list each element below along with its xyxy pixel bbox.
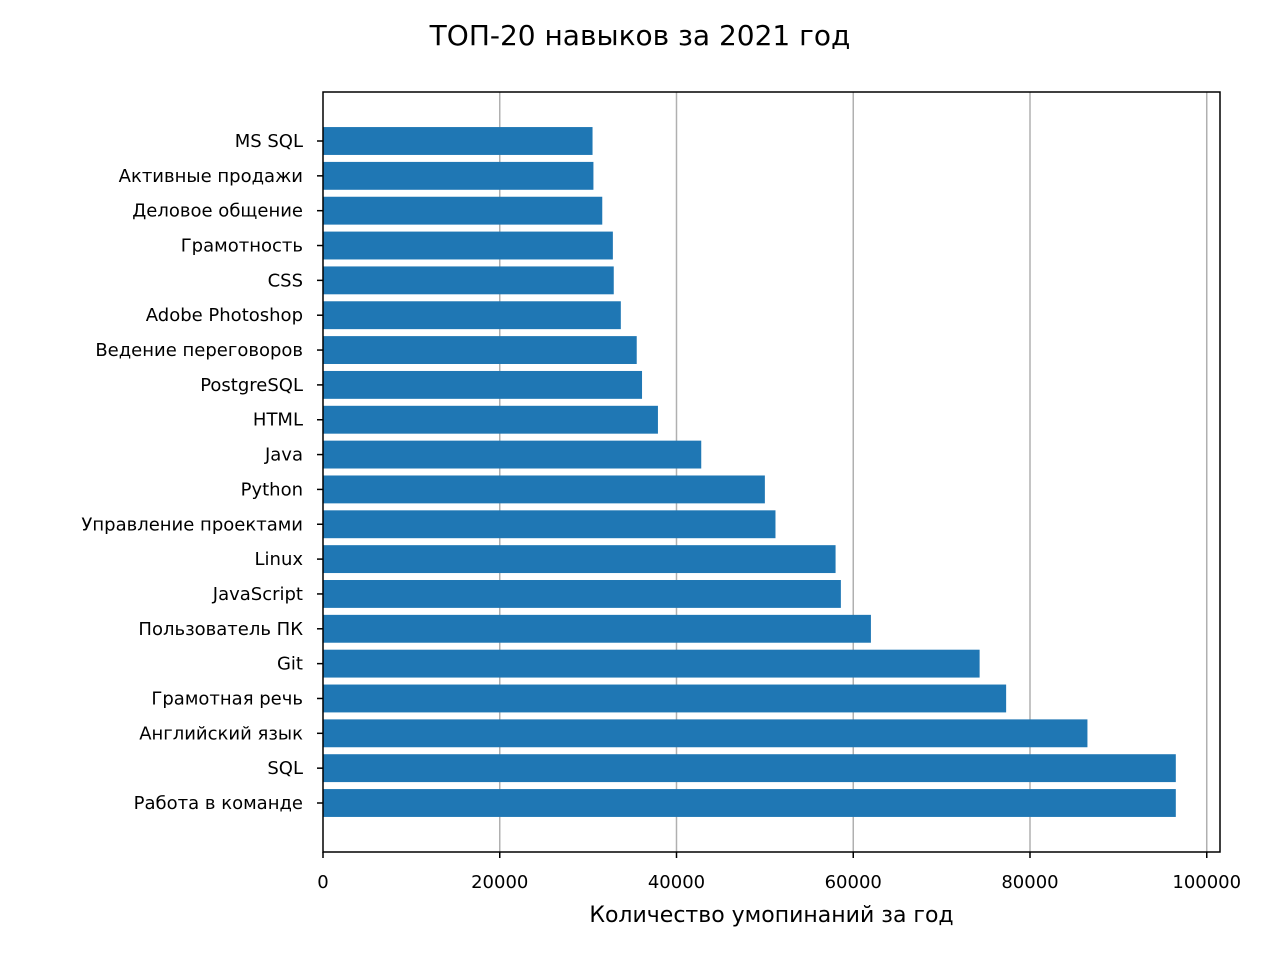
bar-13 (323, 336, 637, 364)
y-tick-label: JavaScript (212, 584, 303, 605)
y-tick-label: SQL (267, 758, 303, 779)
bar-7 (323, 545, 836, 574)
bar-15 (323, 266, 614, 295)
y-tick-label: Управление проектами (81, 514, 303, 535)
x-axis-label: Количество умопинаний за год (589, 903, 953, 928)
y-tick-label: Работа в команде (134, 793, 303, 814)
bar-12 (323, 370, 643, 399)
y-tick-label: Деловое общение (132, 201, 303, 222)
y-tick-label: Грамотная речь (151, 688, 303, 709)
x-tick-label: 0 (317, 872, 328, 893)
y-tick-label: Adobe Photoshop (146, 305, 303, 326)
bar-8 (323, 510, 776, 539)
x-tick-label: 80000 (1001, 872, 1058, 893)
bar-3 (323, 684, 1007, 713)
bar-11 (323, 405, 658, 434)
chart-title: ТОП-20 навыков за 2021 год (429, 19, 851, 52)
y-tick-label: PostgreSQL (200, 375, 303, 396)
bar-19 (323, 127, 593, 155)
y-tick-label: HTML (253, 410, 303, 431)
bar-18 (323, 161, 594, 190)
y-tick-label: MS SQL (235, 131, 303, 152)
bar-14 (323, 301, 621, 330)
y-tick-label: Linux (255, 549, 304, 570)
x-tick-label: 100000 (1172, 872, 1241, 893)
y-tick-label: CSS (268, 270, 303, 291)
bar-6 (323, 580, 841, 608)
bar-4 (323, 649, 980, 678)
y-tick-label: Грамотность (181, 236, 303, 257)
y-tick-label: Ведение переговоров (95, 340, 303, 361)
y-tick-label: Git (277, 654, 303, 675)
bar-16 (323, 231, 613, 260)
x-tick-label: 20000 (471, 872, 528, 893)
plot-frame (322, 91, 1221, 853)
x-tick-label: 60000 (825, 872, 882, 893)
y-tick-label: Python (241, 479, 303, 500)
bar-1 (323, 754, 1176, 783)
y-tick-label: Java (264, 445, 303, 466)
y-tick-label: Английский язык (139, 723, 303, 744)
x-tick-label: 40000 (648, 872, 705, 893)
bars-group (323, 127, 1176, 817)
bar-0 (323, 789, 1176, 817)
y-tick-label: Пользователь ПК (138, 619, 303, 640)
bar-10 (323, 440, 702, 469)
x-axis: 0 20000 40000 60000 80000 100000 (317, 852, 1241, 893)
y-axis: Работа в команде SQL Английский язык Грамот… (81, 131, 323, 814)
y-tick-label: Активные продажи (119, 166, 303, 187)
bar-9 (323, 475, 765, 504)
bar-2 (323, 719, 1088, 748)
bar-17 (323, 196, 603, 225)
bar-5 (323, 614, 871, 643)
